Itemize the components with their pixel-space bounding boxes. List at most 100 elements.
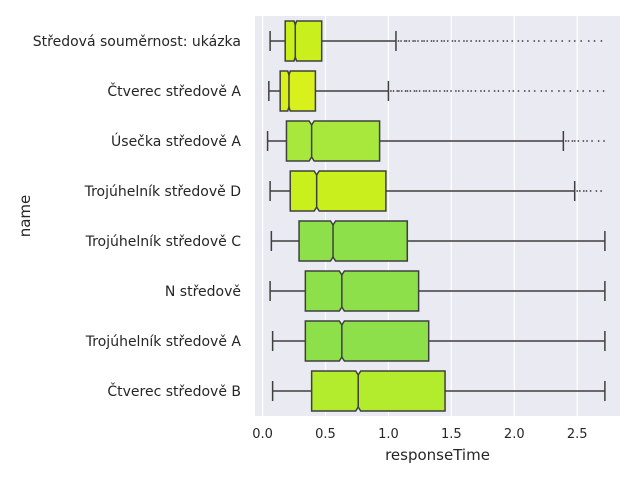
y-axis-categories: Středová souměrnost: ukázka Čtverec střed… — [33, 34, 242, 400]
outlier-point — [580, 40, 583, 42]
x-tick-label: 2.5 — [567, 427, 588, 442]
outlier-point — [582, 140, 585, 142]
outlier-point — [400, 40, 402, 42]
box-group — [270, 220, 606, 262]
outlier-points — [564, 140, 605, 142]
outlier-point — [492, 40, 494, 42]
outlier-point — [421, 40, 423, 42]
outlier-point — [483, 90, 486, 92]
outlier-point — [508, 90, 511, 92]
outlier-point — [582, 90, 585, 92]
outlier-point — [587, 40, 590, 42]
outlier-point — [462, 90, 464, 92]
outlier-point — [577, 140, 580, 142]
x-tick-label: 2.0 — [504, 427, 525, 442]
outlier-point — [432, 40, 435, 42]
outlier-point — [404, 90, 407, 92]
outlier-point — [586, 140, 588, 142]
outlier-point — [578, 190, 581, 192]
outlier-points — [397, 40, 603, 42]
outlier-point — [593, 40, 596, 42]
outlier-point — [470, 40, 472, 42]
outlier-point — [430, 40, 433, 42]
outlier-point — [400, 90, 403, 92]
outlier-point — [435, 90, 438, 92]
outlier-point — [466, 40, 468, 42]
outlier-point — [563, 90, 565, 92]
outlier-point — [425, 90, 427, 92]
outlier-point — [585, 190, 588, 192]
box-group — [269, 270, 606, 312]
outlier-point — [463, 40, 465, 42]
outlier-point — [537, 40, 540, 42]
outlier-point — [543, 40, 546, 42]
box — [279, 70, 317, 112]
outlier-point — [409, 90, 412, 92]
x-tick-label: 0.0 — [252, 427, 273, 442]
x-axis-title: responseTime — [385, 446, 490, 464]
outlier-points — [576, 190, 603, 192]
outlier-point — [588, 90, 591, 92]
outlier-point — [533, 90, 536, 92]
outlier-point — [450, 90, 452, 92]
box-group — [271, 370, 606, 412]
outlier-point — [521, 40, 524, 42]
x-axis-ticks: 0.0 0.5 1.0 1.5 2.0 2.5 — [252, 427, 587, 442]
outlier-point — [397, 40, 400, 42]
outlier-points — [390, 90, 605, 92]
y-axis-title: name — [16, 195, 34, 238]
outlier-point — [454, 40, 457, 42]
box-group — [269, 170, 603, 212]
outlier-point — [564, 140, 567, 142]
outlier-point — [523, 90, 526, 92]
box — [304, 270, 420, 312]
outlier-point — [502, 90, 505, 92]
box — [284, 20, 323, 62]
y-category-label: N středově — [165, 284, 241, 300]
outlier-point — [573, 140, 576, 142]
outlier-point — [439, 90, 441, 92]
outlier-point — [528, 90, 531, 92]
y-category-label: Trojúhelník středově C — [85, 234, 242, 250]
outlier-point — [567, 140, 570, 142]
outlier-point — [571, 140, 574, 142]
box-group — [269, 20, 603, 62]
y-category-label: Čtverec středově B — [107, 382, 241, 400]
outlier-point — [475, 40, 478, 42]
outlier-point — [576, 190, 579, 192]
outlier-point — [602, 90, 605, 92]
outlier-point — [455, 90, 457, 92]
outlier-point — [406, 90, 409, 92]
outlier-point — [446, 40, 449, 42]
outlier-point — [533, 40, 536, 42]
outlier-point — [423, 40, 426, 42]
outlier-point — [589, 190, 592, 192]
outlier-point — [591, 140, 593, 142]
outlier-point — [403, 40, 406, 42]
outlier-point — [576, 90, 579, 92]
x-tick-label: 0.5 — [315, 427, 336, 442]
outlier-point — [555, 40, 558, 42]
outlier-point — [432, 90, 435, 92]
box — [298, 220, 409, 262]
outlier-point — [540, 90, 543, 92]
box-group — [266, 120, 605, 162]
outlier-point — [497, 90, 500, 92]
outlier-point — [417, 40, 419, 42]
outlier-point — [392, 90, 395, 92]
outlier-point — [597, 140, 600, 142]
outlier-point — [483, 40, 485, 42]
outlier-point — [506, 40, 509, 42]
boxes-layer — [266, 20, 606, 412]
outlier-point — [558, 90, 560, 92]
outlier-point — [488, 90, 490, 92]
outlier-point — [600, 190, 603, 192]
outlier-point — [413, 90, 416, 92]
box — [289, 170, 387, 212]
x-tick-label: 1.5 — [441, 427, 462, 442]
outlier-point — [493, 90, 496, 92]
outlier-point — [488, 40, 491, 42]
y-category-label: Středová souměrnost: ukázka — [33, 34, 241, 50]
outlier-point — [396, 90, 399, 92]
